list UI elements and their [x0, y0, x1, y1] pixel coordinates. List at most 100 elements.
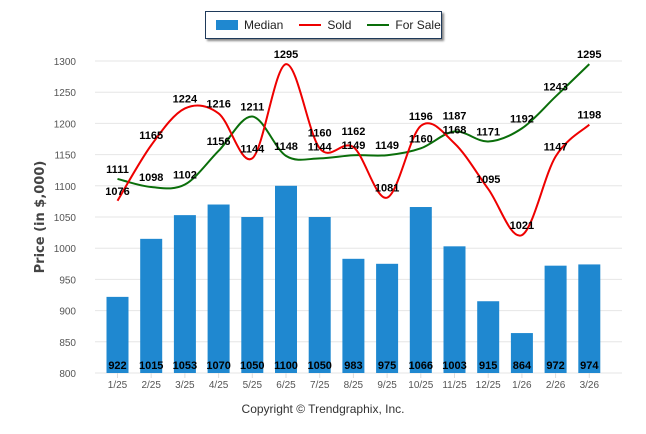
bar-value-label: 975	[378, 360, 396, 372]
point-label-sold: 1160	[308, 127, 332, 139]
y-tick-label: 1200	[54, 119, 77, 130]
bar-median	[308, 217, 331, 373]
point-label-sold: 1295	[274, 49, 298, 61]
bar-value-label: 1070	[206, 360, 230, 372]
point-label-sold: 1081	[375, 183, 399, 195]
point-label-for-sale: 1111	[106, 164, 129, 176]
bar-median	[241, 217, 264, 373]
legend-swatch-sold	[299, 24, 322, 26]
legend-item-median: Median	[216, 18, 283, 32]
y-tick-label: 1000	[54, 244, 77, 255]
bar-value-label: 1003	[442, 360, 466, 372]
point-label-sold: 1147	[544, 141, 568, 153]
y-tick-label: 1150	[54, 151, 76, 162]
point-label-sold: 1021	[510, 220, 534, 232]
x-tick-label: 7/25	[310, 380, 330, 391]
y-tick-label: 1250	[54, 88, 77, 99]
bar-value-label: 864	[513, 360, 532, 372]
x-tick-label: 9/25	[377, 380, 397, 391]
bar-median	[443, 246, 466, 373]
point-label-sold: 1076	[105, 186, 129, 198]
x-tick-label: 5/25	[243, 380, 263, 391]
bar-value-label: 922	[108, 360, 126, 372]
bar-value-label: 1100	[274, 360, 298, 372]
point-label-for-sale: 1171	[476, 126, 500, 138]
point-label-for-sale: 1149	[375, 140, 399, 152]
legend-swatch-for-sale	[367, 24, 390, 26]
bar-value-label: 974	[580, 360, 599, 372]
legend-item-sold: Sold	[293, 18, 351, 32]
y-tick-label: 1100	[54, 182, 76, 193]
bar-value-label: 915	[479, 360, 497, 372]
x-tick-label: 1/25	[108, 380, 128, 391]
copyright: Copyright © Trendgraphix, Inc.	[241, 402, 405, 416]
y-tick-label: 1050	[54, 213, 77, 224]
bar-median	[477, 301, 500, 373]
legend: Median Sold For Sale	[205, 11, 442, 39]
point-label-sold: 1165	[139, 130, 163, 142]
bar-value-label: 983	[344, 360, 362, 372]
point-label-for-sale: 1098	[139, 172, 163, 184]
point-label-sold: 1216	[206, 98, 230, 110]
bar-value-label: 1015	[139, 360, 163, 372]
bar-median	[106, 296, 129, 373]
point-label-for-sale: 1148	[274, 141, 298, 153]
point-label-for-sale: 1211	[240, 102, 264, 114]
bar-median	[376, 263, 399, 373]
point-label-for-sale: 1243	[543, 82, 567, 94]
x-tick-label: 3/25	[175, 380, 195, 391]
x-tick-label: 1/26	[512, 380, 532, 391]
bar-median	[173, 215, 196, 373]
bar-value-label: 1050	[307, 360, 331, 372]
bar-value-label: 1066	[409, 360, 433, 372]
point-label-for-sale: 1144	[308, 141, 333, 153]
x-tick-label: 2/26	[546, 380, 566, 391]
point-label-for-sale: 1102	[173, 170, 197, 182]
point-label-sold: 1196	[409, 111, 433, 123]
x-tick-label: 6/25	[276, 380, 296, 391]
bar-value-label: 972	[546, 360, 564, 372]
line-for-sale	[117, 63, 590, 190]
legend-swatch-median	[216, 20, 238, 30]
bar-median	[207, 204, 230, 373]
legend-item-for-sale: For Sale	[361, 18, 441, 32]
point-label-for-sale: 1187	[443, 111, 467, 123]
legend-label-sold: Sold	[327, 18, 352, 32]
bar-median	[409, 207, 432, 373]
y-tick-label: 1300	[54, 57, 77, 68]
bar-median	[544, 265, 567, 373]
point-label-sold: 1198	[577, 110, 601, 122]
bar-median	[510, 333, 533, 373]
y-tick-label: 850	[59, 338, 76, 349]
bar-median	[140, 238, 163, 373]
point-label-sold: 1168	[443, 125, 467, 137]
point-label-for-sale: 1295	[577, 49, 601, 61]
legend-label-median: Median	[244, 18, 284, 32]
point-label-for-sale: 1192	[510, 113, 534, 125]
bar-value-label: 1053	[173, 360, 197, 372]
x-tick-label: 3/26	[580, 380, 600, 391]
x-tick-label: 4/25	[209, 380, 229, 391]
point-label-sold: 1144	[240, 143, 265, 155]
bar-median	[578, 264, 601, 373]
y-axis-label: Price (in $,000)	[33, 161, 48, 274]
y-tick-label: 950	[59, 275, 76, 286]
point-label-for-sale: 1149	[341, 140, 365, 152]
x-tick-label: 8/25	[344, 380, 364, 391]
point-label-for-sale: 1160	[409, 133, 433, 145]
point-label-sold: 1095	[476, 174, 500, 186]
x-tick-label: 12/25	[476, 380, 501, 391]
line-sold	[116, 63, 590, 237]
bar-median	[342, 258, 365, 373]
point-label-sold: 1224	[173, 93, 198, 105]
x-tick-label: 2/25	[141, 380, 161, 391]
point-label-sold: 1162	[341, 126, 365, 138]
bar-value-label: 1050	[240, 360, 264, 372]
bar-median	[275, 185, 297, 373]
x-tick-label: 11/25	[442, 380, 467, 391]
x-tick-label: 10/25	[408, 380, 433, 391]
y-tick-label: 800	[59, 369, 76, 380]
point-label-for-sale: 1156	[207, 136, 231, 148]
y-tick-label: 900	[59, 307, 76, 318]
